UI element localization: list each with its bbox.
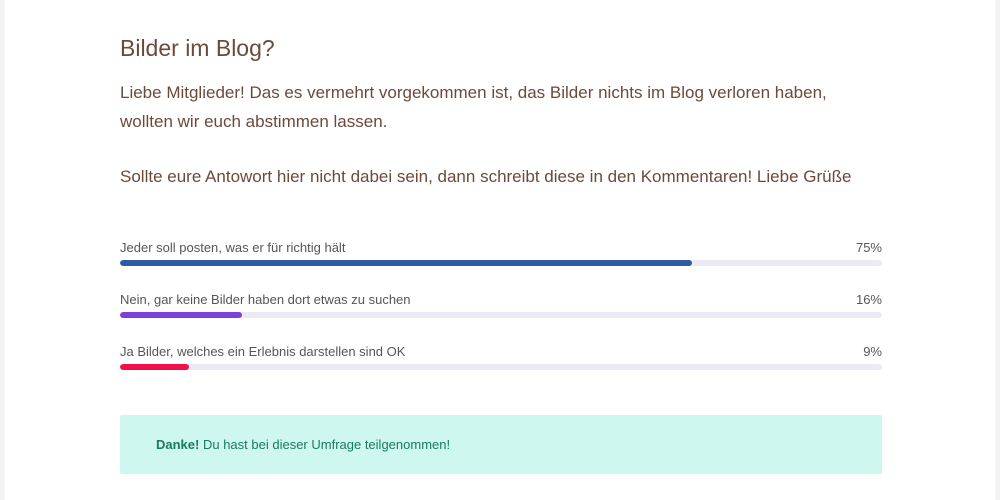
poll-option-label: Ja Bilder, welches ein Erlebnis darstell…: [120, 344, 406, 359]
poll-description-intro: Liebe Mitglieder! Das es vermehrt vorgek…: [120, 83, 827, 131]
poll-option-bar-track: [120, 312, 882, 318]
poll-card: Bilder im Blog? Liebe Mitglieder! Das es…: [5, 0, 995, 500]
poll-option-bar-track: [120, 260, 882, 266]
poll-option-percent: 16%: [855, 292, 882, 307]
poll-option-bar-fill: [120, 364, 189, 370]
poll-option-percent: 9%: [863, 344, 882, 359]
notice-thanks: Danke!: [156, 437, 200, 452]
poll-option: Ja Bilder, welches ein Erlebnis darstell…: [120, 344, 882, 374]
notice-text: Du hast bei dieser Umfrage teilgenommen!: [199, 437, 451, 452]
poll-option-bar-fill: [120, 312, 242, 318]
poll-option-bar-track: [120, 364, 882, 370]
poll-title: Bilder im Blog?: [120, 35, 275, 61]
poll-option-percent: 75%: [855, 240, 882, 255]
poll-option-label: Jeder soll posten, was er für richtig hä…: [120, 240, 346, 255]
poll-option-label: Nein, gar keine Bilder haben dort etwas …: [120, 292, 411, 307]
poll-description-note: Sollte eure Antowort hier nicht dabei se…: [120, 167, 852, 186]
participation-notice: Danke! Du hast bei dieser Umfrage teilge…: [120, 415, 882, 474]
poll-option: Nein, gar keine Bilder haben dort etwas …: [120, 292, 882, 322]
poll-option: Jeder soll posten, was er für richtig hä…: [120, 240, 882, 270]
poll-option-bar-fill: [120, 260, 692, 266]
